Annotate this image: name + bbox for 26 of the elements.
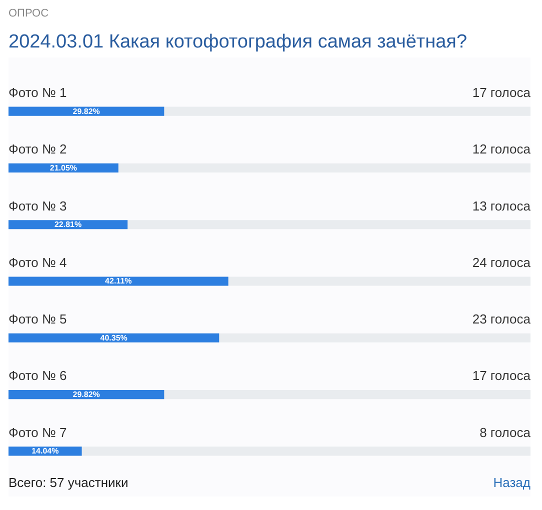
data-label: 42.11% bbox=[105, 276, 132, 286]
data-label: 29.82% bbox=[72, 390, 100, 400]
data-label: 22.81% bbox=[54, 220, 82, 230]
y-tick-label: Фото № 2 bbox=[8, 142, 67, 157]
annotation: 17 голоса bbox=[472, 84, 532, 100]
text: ОПРОС bbox=[8, 8, 49, 20]
data-label: 29.82% bbox=[72, 106, 100, 116]
annotation: 24 голоса bbox=[472, 254, 532, 270]
y-tick-label: Фото № 3 bbox=[8, 198, 67, 214]
y-tick-label: Фото № 1 bbox=[8, 84, 67, 100]
data-label: 40.35% bbox=[100, 333, 128, 342]
data-label: 14.04% bbox=[32, 446, 59, 456]
text: Назад bbox=[493, 474, 531, 490]
bar bbox=[8, 220, 128, 230]
chart-title: 2024.03.01 Какая котофотография самая зачётная? bbox=[8, 32, 468, 52]
data-label: 21.05% bbox=[50, 163, 78, 172]
annotation: 8 голоса bbox=[480, 424, 532, 440]
text: Всего: 57 участники bbox=[8, 474, 128, 490]
annotation: 12 голоса bbox=[472, 142, 532, 157]
y-tick-label: Фото № 5 bbox=[8, 312, 67, 327]
y-tick-label: Фото № 6 bbox=[8, 368, 67, 384]
y-tick-label: Фото № 4 bbox=[8, 254, 67, 270]
annotation: 17 голоса bbox=[472, 368, 532, 384]
annotation: 13 голоса bbox=[472, 198, 532, 214]
annotation: 23 голоса bbox=[472, 312, 532, 327]
y-tick-label: Фото № 7 bbox=[8, 424, 67, 440]
